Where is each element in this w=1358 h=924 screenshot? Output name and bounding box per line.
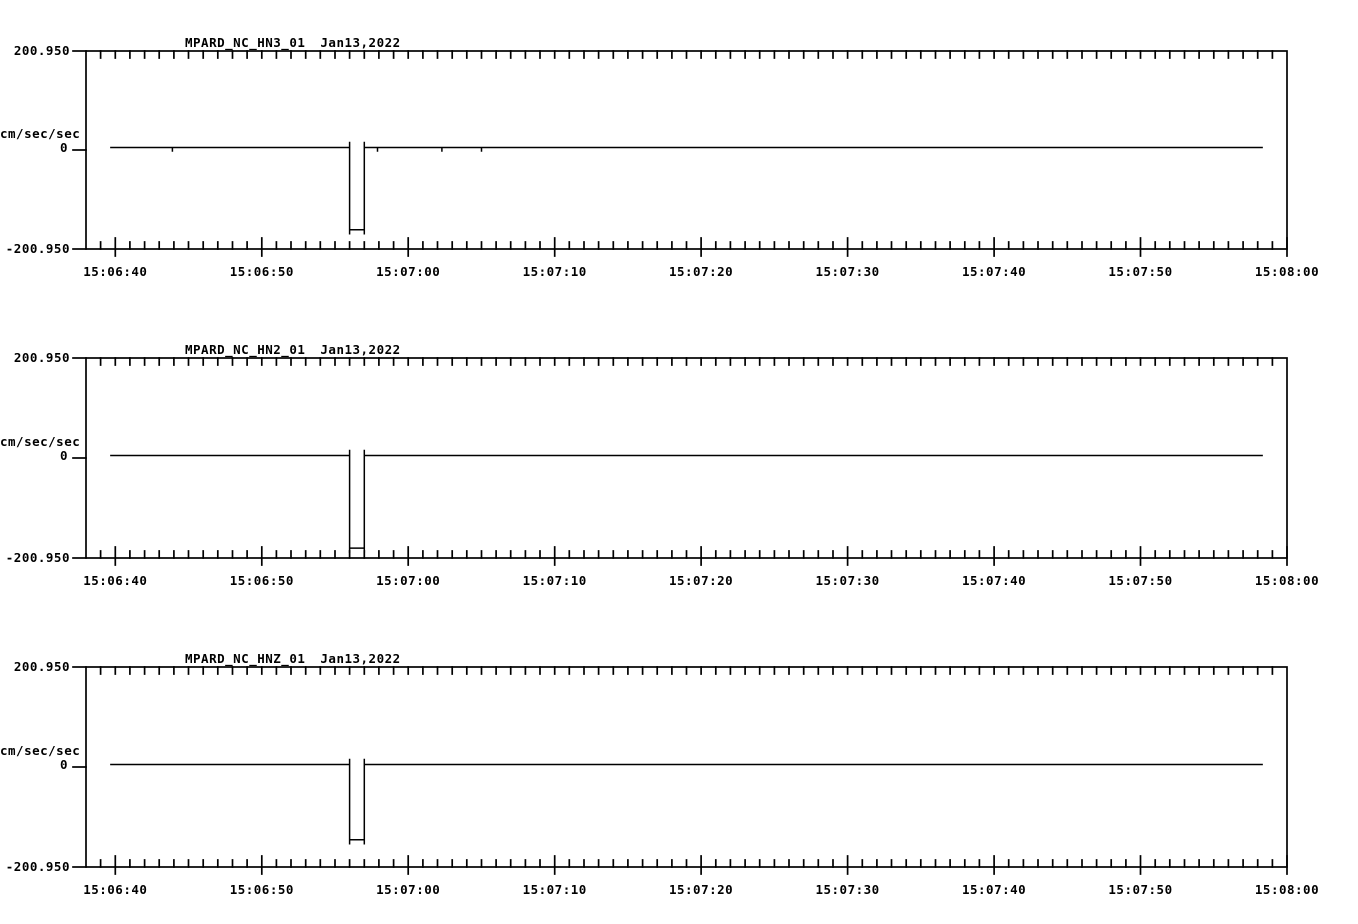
y-axis-zero-label: 0 — [59, 448, 68, 463]
date-label: Jan13,2022 — [320, 651, 401, 666]
x-tick-label: 15:06:40 — [83, 882, 148, 897]
x-tick-label: 15:08:00 — [1254, 264, 1320, 279]
y-axis-min-label: -200.950 — [5, 859, 70, 874]
x-tick-label: 15:07:00 — [376, 573, 441, 588]
x-tick-label: 15:07:50 — [1108, 264, 1173, 279]
x-tick-label: 15:07:00 — [376, 264, 441, 279]
x-tick-label: 15:06:40 — [83, 264, 148, 279]
y-axis-max-label: 200.950 — [13, 659, 70, 674]
y-axis-min-label: -200.950 — [5, 550, 70, 565]
x-tick-label: 15:07:50 — [1108, 573, 1173, 588]
x-tick-label: 15:07:40 — [961, 573, 1027, 588]
x-tick-label: 15:07:20 — [668, 573, 734, 588]
station-channel-label: MPARD_NC_HNZ_01 — [185, 651, 306, 666]
date-label: Jan13,2022 — [320, 35, 401, 50]
y-axis-unit-label: cm/sec/sec — [0, 126, 81, 141]
x-tick-label: 15:07:10 — [522, 264, 587, 279]
panel-title: MPARD_NC_HNZ_01 Jan13,2022 — [185, 652, 401, 665]
panel-title: MPARD_NC_HN2_01 Jan13,2022 — [185, 343, 401, 356]
station-channel-label: MPARD_NC_HN3_01 — [185, 35, 306, 50]
x-tick-label: 15:07:00 — [376, 882, 441, 897]
y-axis-max-label: 200.950 — [13, 350, 70, 365]
date-label: Jan13,2022 — [320, 342, 401, 357]
x-tick-label: 15:07:30 — [815, 573, 880, 588]
x-tick-label: 15:08:00 — [1254, 573, 1320, 588]
y-axis-zero-label: 0 — [59, 140, 68, 155]
x-tick-label: 15:07:30 — [815, 882, 880, 897]
y-axis-min-label: -200.950 — [5, 241, 70, 256]
x-tick-label: 15:07:50 — [1108, 882, 1173, 897]
x-tick-label: 15:06:50 — [229, 264, 294, 279]
x-tick-label: 15:07:20 — [668, 264, 734, 279]
y-axis-max-label: 200.950 — [13, 43, 70, 58]
x-tick-label: 15:08:00 — [1254, 882, 1320, 897]
x-tick-label: 15:06:50 — [229, 573, 294, 588]
x-tick-label: 15:07:40 — [961, 264, 1027, 279]
x-tick-label: 15:07:40 — [961, 882, 1027, 897]
y-axis-zero-label: 0 — [59, 757, 68, 772]
x-tick-label: 15:07:10 — [522, 573, 587, 588]
y-axis-unit-label: cm/sec/sec — [0, 434, 81, 449]
y-axis-unit-label: cm/sec/sec — [0, 743, 81, 758]
x-tick-label: 15:07:30 — [815, 264, 880, 279]
x-tick-label: 15:06:50 — [229, 882, 294, 897]
x-tick-label: 15:07:10 — [522, 882, 587, 897]
x-tick-label: 15:06:40 — [83, 573, 148, 588]
x-tick-label: 15:07:20 — [668, 882, 734, 897]
panel-title: MPARD_NC_HN3_01 Jan13,2022 — [185, 36, 401, 49]
station-channel-label: MPARD_NC_HN2_01 — [185, 342, 306, 357]
